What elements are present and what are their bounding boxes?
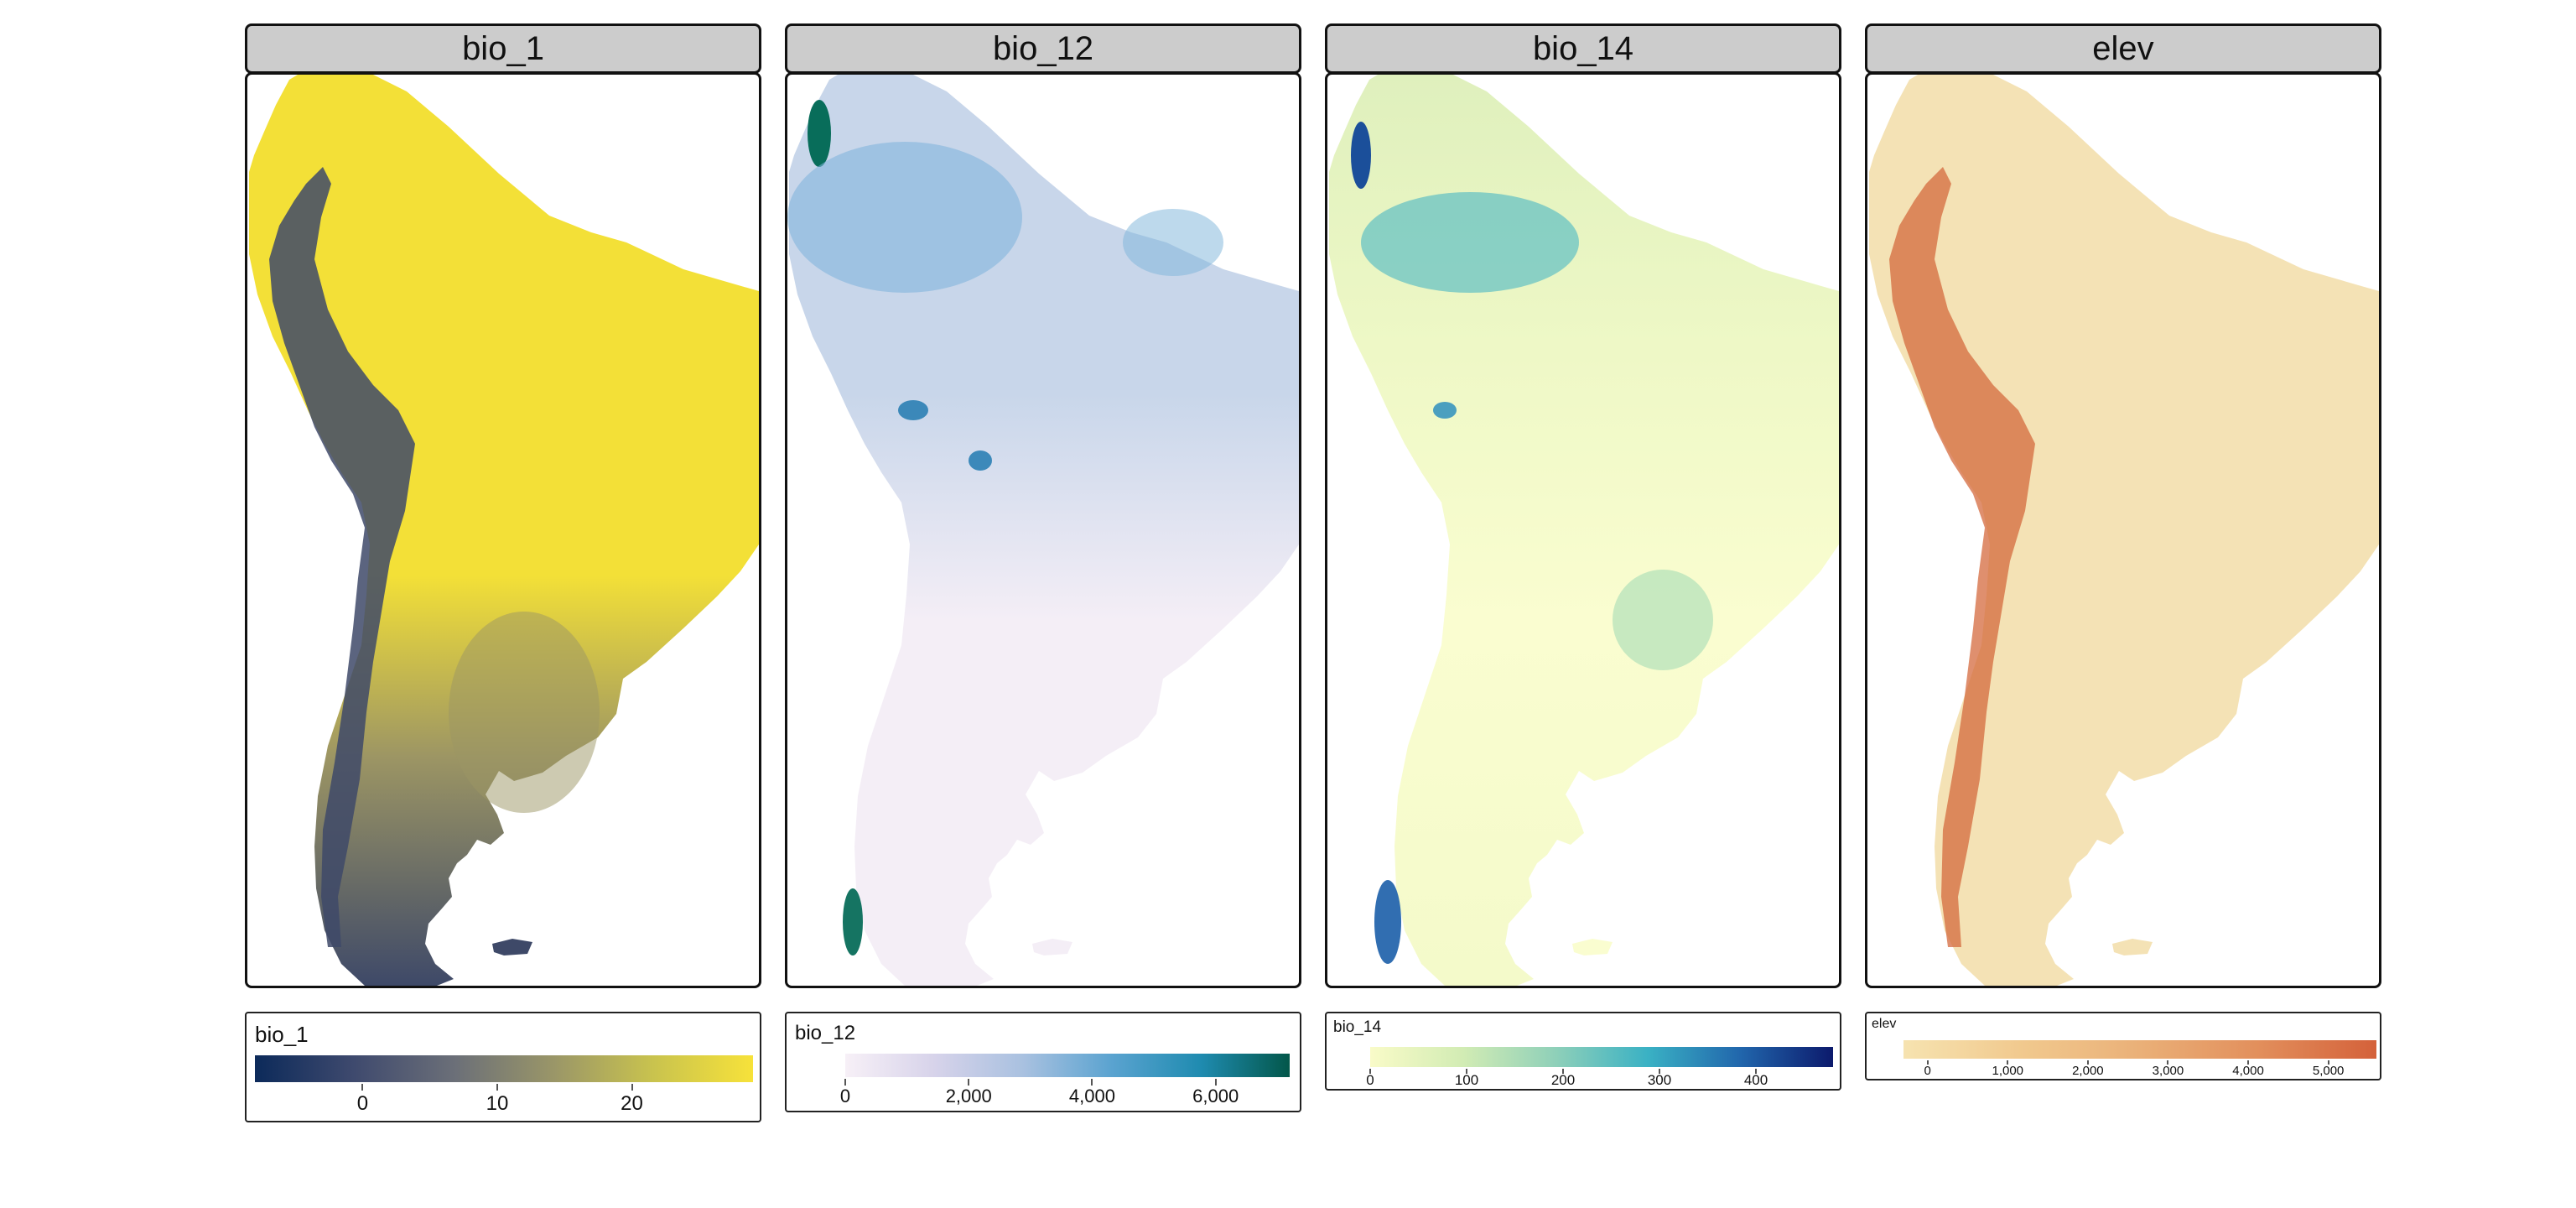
legend-tick-label: 10 <box>486 1092 509 1115</box>
legend-tick-label: 0 <box>839 1086 851 1106</box>
facet-strip-elev: elev <box>1865 23 2381 74</box>
legend-title: bio_14 <box>1333 1018 1382 1036</box>
legend-tick <box>1755 1069 1757 1074</box>
map-bio-12 <box>785 72 1301 988</box>
continent-land <box>1329 75 1839 986</box>
legend-tick <box>2086 1060 2089 1065</box>
legend-color-bar <box>1903 1040 2376 1059</box>
legend-tick-label: 300 <box>1647 1072 1672 1088</box>
legend-tick-label: 20 <box>621 1092 643 1115</box>
map-canvas <box>249 75 759 986</box>
legend-tick-label: 5,000 <box>2312 1064 2345 1078</box>
legend-tick-label: 0 <box>1366 1072 1374 1088</box>
legend-tick <box>1214 1079 1217 1086</box>
legend-tick <box>2167 1060 2169 1065</box>
legend-elev: elev 0 1,000 2,000 3,000 4,000 5,000 <box>1865 1012 2381 1080</box>
legend-tick <box>2247 1060 2250 1065</box>
legend-tick <box>844 1079 846 1086</box>
legend-tick <box>496 1084 498 1091</box>
island-land <box>2112 939 2153 955</box>
map-elev <box>1865 72 2381 988</box>
legend-tick <box>1466 1069 1467 1074</box>
continent-land <box>1869 75 2379 986</box>
legend-tick <box>1659 1069 1660 1074</box>
facet-strip-bio-12: bio_12 <box>785 23 1301 74</box>
value-hotspot <box>808 100 831 167</box>
legend-tick-label: 4,000 <box>2232 1064 2264 1078</box>
facet-title: bio_12 <box>992 29 1094 67</box>
legend-title: bio_12 <box>795 1022 856 1044</box>
legend-tick <box>1091 1079 1093 1086</box>
value-hotspot <box>969 450 992 471</box>
value-hotspot <box>1433 402 1457 419</box>
legend-title: elev <box>1872 1017 1897 1031</box>
facet-strip-bio-1: bio_1 <box>245 23 761 74</box>
legend-bio-12: bio_12 0 2,000 4,000 6,000 <box>785 1012 1301 1112</box>
value-hotspot <box>1123 209 1223 276</box>
value-hotspot <box>843 888 863 955</box>
legend-tick-label: 100 <box>1454 1072 1479 1088</box>
legend-tick <box>2327 1060 2329 1065</box>
island-land <box>1032 939 1072 955</box>
value-hotspot <box>1351 122 1371 189</box>
legend-tick <box>1562 1069 1564 1074</box>
value-hotspot <box>1613 570 1713 670</box>
map-bio-14 <box>1325 72 1841 988</box>
legend-tick-label: 4,000 <box>1068 1086 1115 1106</box>
legend-tick-label: 3,000 <box>2152 1064 2184 1078</box>
map-canvas <box>1869 75 2379 986</box>
legend-tick-label: 6,000 <box>1192 1086 1239 1106</box>
legend-tick-label: 2,000 <box>945 1086 992 1106</box>
legend-tick-label: 2,000 <box>2072 1064 2104 1078</box>
legend-tick-label: 400 <box>1743 1072 1768 1088</box>
island-land <box>1572 939 1613 955</box>
legend-tick-label: 0 <box>356 1092 369 1115</box>
legend-tick <box>1369 1069 1371 1074</box>
value-hotspot <box>449 612 600 813</box>
facet-title: elev <box>2092 29 2154 67</box>
legend-tick <box>361 1084 364 1091</box>
legend-color-bar <box>1370 1047 1833 1067</box>
continent-land <box>789 75 1299 986</box>
legend-color-bar <box>255 1055 753 1082</box>
legend-tick-label: 200 <box>1550 1072 1576 1088</box>
continent-land <box>249 75 759 986</box>
value-hotspot <box>787 142 1022 293</box>
legend-tick <box>631 1084 633 1091</box>
legend-bio-14: bio_14 0 100 200 300 400 <box>1325 1012 1841 1091</box>
legend-tick <box>2007 1060 2009 1065</box>
legend-tick-label: 1,000 <box>1992 1064 2024 1078</box>
legend-title: bio_1 <box>255 1022 309 1047</box>
legend-bio-1: bio_1 0 10 20 <box>245 1012 761 1122</box>
legend-tick <box>1926 1060 1929 1065</box>
facet-title: bio_1 <box>462 29 544 67</box>
andes-band <box>1889 167 2035 947</box>
value-hotspot <box>1374 880 1401 964</box>
value-hotspot <box>898 400 928 420</box>
facet-title: bio_14 <box>1532 29 1634 67</box>
andes-band <box>269 167 415 947</box>
map-bio-1 <box>245 72 761 988</box>
map-canvas <box>1329 75 1839 986</box>
legend-tick-label: 0 <box>1924 1064 1931 1078</box>
legend-color-bar <box>845 1054 1290 1077</box>
value-hotspot <box>1361 192 1579 293</box>
legend-tick <box>968 1079 970 1086</box>
map-canvas <box>787 75 1299 986</box>
island-land <box>492 939 532 955</box>
facet-strip-bio-14: bio_14 <box>1325 23 1841 74</box>
